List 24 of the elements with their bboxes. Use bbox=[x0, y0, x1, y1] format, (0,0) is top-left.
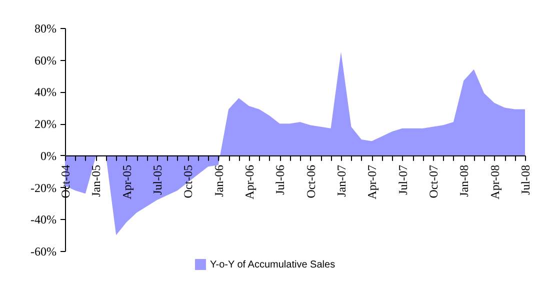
x-tick-label: Oct-05 bbox=[181, 164, 196, 198]
y-tick-label: -60% bbox=[30, 244, 56, 258]
x-tick-label: Apr-08 bbox=[488, 164, 502, 200]
x-tick-label: Jan-05 bbox=[89, 164, 104, 197]
x-tick-label: Oct-06 bbox=[304, 164, 318, 198]
legend-label: Y-o-Y of Accumulative Sales bbox=[210, 260, 336, 270]
x-tick-label: Oct-07 bbox=[426, 164, 440, 198]
x-tick-label: Apr-07 bbox=[365, 164, 380, 200]
x-tick-label: Jan-08 bbox=[457, 164, 472, 197]
x-tick-label: Jul-05 bbox=[150, 164, 164, 195]
y-tick-label: -40% bbox=[30, 212, 56, 227]
y-tick-label: 80% bbox=[34, 22, 56, 36]
y-tick-label: 20% bbox=[34, 117, 56, 132]
y-tick-label: -20% bbox=[30, 180, 56, 195]
x-tick-label: Jul-06 bbox=[273, 164, 288, 195]
y-tick-label: 40% bbox=[34, 85, 56, 100]
x-tick-label: Apr-05 bbox=[120, 164, 134, 200]
x-tick-label: Jan-07 bbox=[334, 164, 348, 197]
y-tick-label: 60% bbox=[34, 53, 56, 68]
x-tick-label: Apr-06 bbox=[242, 164, 256, 200]
x-tick-label: Jul-08 bbox=[518, 164, 532, 195]
y-tick-label: 0% bbox=[40, 148, 56, 163]
x-tick-label: Jul-07 bbox=[396, 164, 410, 195]
x-tick-label: Jan-06 bbox=[212, 164, 226, 197]
